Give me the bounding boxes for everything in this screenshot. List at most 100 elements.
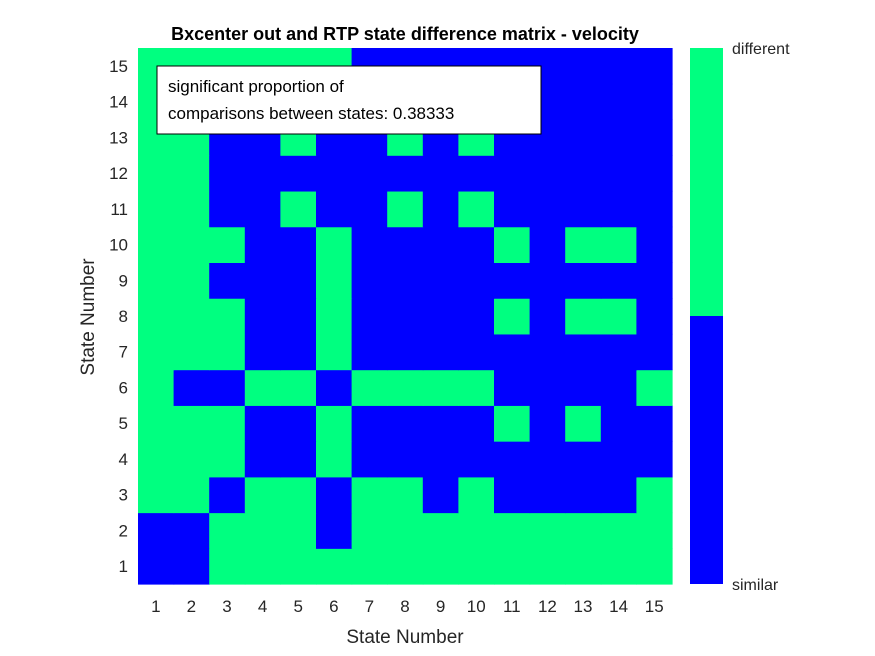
x-tick-6: 6: [329, 597, 338, 616]
heatmap-cell-x14-y3: [600, 476, 637, 514]
heatmap-cell-x5-y2: [280, 512, 317, 549]
heatmap-cell-x3-y2: [209, 512, 246, 549]
heatmap-cell-x6-y5: [316, 405, 353, 442]
heatmap-cell-x5-y12: [280, 155, 317, 192]
heatmap-cell-x13-y15: [565, 48, 602, 85]
heatmap-cell-x9-y5: [422, 405, 459, 442]
heatmap-cell-x6-y1: [316, 548, 353, 585]
heatmap-cell-x1-y2: [138, 512, 175, 549]
heatmap-cell-x6-y8: [316, 298, 353, 335]
heatmap-cell-x15-y10: [636, 226, 673, 263]
x-tick-10: 10: [467, 597, 486, 616]
y-tick-4: 4: [119, 450, 128, 469]
x-tick-9: 9: [436, 597, 445, 616]
heatmap-cell-x4-y4: [244, 441, 281, 478]
heatmap-cell-x7-y4: [351, 441, 388, 478]
y-tick-3: 3: [119, 486, 128, 505]
heatmap-cell-x7-y6: [351, 369, 388, 406]
heatmap-cell-x1-y12: [138, 155, 175, 192]
heatmap-cell-x2-y2: [173, 512, 210, 549]
x-tick-14: 14: [609, 597, 628, 616]
heatmap-cell-x9-y2: [422, 512, 459, 549]
x-tick-1: 1: [151, 597, 160, 616]
heatmap-cell-x14-y1: [600, 548, 637, 585]
heatmap-cell-x10-y7: [458, 333, 495, 371]
heatmap-cell-x15-y5: [636, 405, 673, 442]
y-tick-12: 12: [109, 164, 128, 183]
heatmap-cell-x13-y5: [565, 405, 602, 442]
heatmap-cell-x9-y12: [422, 155, 459, 192]
heatmap-cell-x10-y12: [458, 155, 495, 192]
y-tick-6: 6: [119, 378, 128, 397]
heatmap-cell-x4-y9: [244, 262, 281, 299]
heatmap-cell-x14-y13: [600, 119, 637, 156]
heatmap-cell-x14-y9: [600, 262, 637, 299]
colorbar: different similar: [690, 41, 790, 594]
heatmap-cell-x14-y15: [600, 48, 637, 85]
heatmap-cell-x14-y14: [600, 83, 637, 121]
y-tick-8: 8: [119, 307, 128, 326]
heatmap-cell-x6-y6: [316, 369, 353, 406]
heatmap-cell-x15-y15: [636, 48, 673, 85]
heatmap-cell-x11-y8: [494, 298, 531, 335]
heatmap-cell-x11-y9: [494, 262, 531, 299]
y-tick-11: 11: [110, 200, 128, 219]
heatmap-cell-x9-y9: [422, 262, 459, 299]
heatmap-cell-x8-y6: [387, 369, 424, 406]
heatmap-cell-x7-y1: [351, 548, 388, 585]
heatmap-cell-x6-y11: [316, 190, 353, 228]
heatmap-cell-x13-y13: [565, 119, 602, 156]
heatmap-cell-x2-y8: [173, 298, 210, 335]
heatmap-cell-x9-y11: [422, 190, 459, 228]
x-tick-3: 3: [222, 597, 231, 616]
heatmap-cell-x7-y12: [351, 155, 388, 192]
heatmap-cells: [138, 48, 673, 585]
x-tick-5: 5: [293, 597, 302, 616]
heatmap-cell-x8-y2: [387, 512, 424, 549]
x-axis-label: State Number: [346, 627, 464, 648]
y-tick-13: 13: [109, 128, 128, 147]
heatmap-cell-x9-y6: [422, 369, 459, 406]
heatmap-cell-x8-y11: [387, 190, 424, 228]
heatmap-cell-x15-y14: [636, 83, 673, 121]
heatmap-cell-x10-y9: [458, 262, 495, 299]
heatmap-cell-x7-y3: [351, 476, 388, 514]
heatmap-cell-x4-y7: [244, 333, 281, 371]
heatmap-cell-x15-y6: [636, 369, 673, 406]
annotation-box: significant proportion of comparisons be…: [156, 65, 542, 135]
heatmap-cell-x1-y9: [138, 262, 175, 299]
heatmap-cell-x1-y6: [138, 369, 175, 406]
heatmap-cell-x15-y9: [636, 262, 673, 299]
y-tick-5: 5: [119, 414, 128, 433]
heatmap-cell-x1-y3: [138, 476, 175, 514]
heatmap-cell-x5-y8: [280, 298, 317, 335]
heatmap-cell-x14-y10: [600, 226, 637, 263]
heatmap-cell-x13-y11: [565, 190, 602, 228]
heatmap-cell-x9-y10: [422, 226, 459, 263]
heatmap-cell-x14-y7: [600, 333, 637, 371]
heatmap-cell-x5-y1: [280, 548, 317, 585]
heatmap-cell-x11-y3: [494, 476, 531, 514]
heatmap-cell-x2-y10: [173, 226, 210, 263]
heatmap-cell-x12-y9: [529, 262, 566, 299]
heatmap-cell-x3-y11: [209, 190, 246, 228]
heatmap-cell-x14-y12: [600, 155, 637, 192]
heatmap-cell-x3-y7: [209, 333, 246, 371]
heatmap-cell-x11-y11: [494, 190, 531, 228]
heatmap-cell-x5-y10: [280, 226, 317, 263]
heatmap-cell-x14-y6: [600, 369, 637, 406]
heatmap-cell-x5-y4: [280, 441, 317, 478]
heatmap-cell-x13-y6: [565, 369, 602, 406]
heatmap-cell-x14-y11: [600, 190, 637, 228]
x-tick-15: 15: [645, 597, 664, 616]
heatmap-cell-x4-y10: [244, 226, 281, 263]
heatmap-cell-x4-y8: [244, 298, 281, 335]
heatmap-cell-x12-y2: [529, 512, 566, 549]
heatmap-cell-x8-y1: [387, 548, 424, 585]
heatmap-cell-x7-y10: [351, 226, 388, 263]
heatmap-cell-x7-y8: [351, 298, 388, 335]
heatmap-cell-x4-y1: [244, 548, 281, 585]
heatmap-cell-x6-y9: [316, 262, 353, 299]
